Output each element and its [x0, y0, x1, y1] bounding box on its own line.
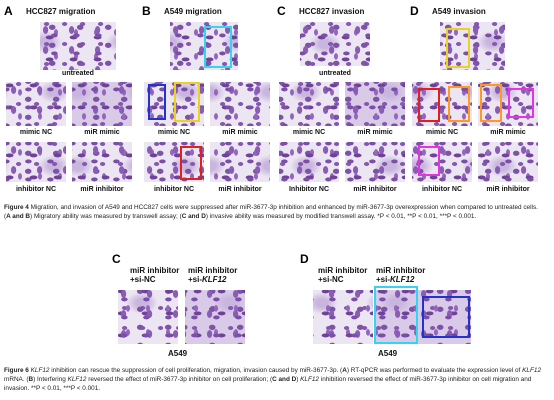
condition-label: +si-NC [318, 275, 344, 284]
caption-run: Figure 6 [4, 367, 31, 374]
panel-letter: C [112, 252, 121, 266]
condition-label: +si-KLF12 [376, 275, 415, 284]
panel-title: A549 invasion [432, 7, 486, 16]
caption-run: KLF12 [522, 367, 542, 374]
micrograph [185, 290, 245, 344]
panel-letter: A [4, 4, 13, 18]
caption-run: reversed the effect of miR-3677-3p inhib… [86, 376, 273, 383]
image-label: untreated [62, 70, 94, 77]
micrograph [210, 142, 270, 182]
panel-letter: C [277, 4, 286, 18]
micrograph [6, 142, 66, 182]
panel-letter: D [300, 252, 309, 266]
highlight-box [508, 88, 534, 118]
caption-run: inhibition can rescue the suppression of… [49, 367, 343, 374]
highlight-box [418, 88, 440, 122]
micrograph [210, 82, 270, 126]
panel-title: A549 migration [164, 7, 222, 16]
condition-label: miR inhibitor [130, 266, 180, 275]
micrograph [313, 290, 373, 344]
panel-title: HCC827 migration [26, 7, 96, 16]
caption-run: Migration, and invasion of A549 and HCC8… [4, 204, 538, 220]
caption-run: ) [296, 376, 301, 383]
panel-title: HCC827 invasion [299, 7, 365, 16]
image-label: inhibitor NC [421, 186, 463, 193]
condition-label: +si-KLF12 [188, 275, 227, 284]
image-label: miR inhibitor [218, 186, 262, 193]
caption-run: KLF12 [30, 367, 50, 374]
micrograph [144, 142, 204, 182]
caption-run: inhibition reversed the effect of miR-36… [4, 376, 532, 392]
highlight-box [418, 146, 440, 176]
caption-run: A and B [6, 213, 31, 220]
cell-line-label: A549 [168, 349, 188, 358]
figure6-caption: Figure 6 KLF12 inhibition can rescue the… [4, 366, 544, 393]
micrograph [440, 22, 505, 70]
micrograph [300, 22, 370, 66]
image-label: inhibitor NC [153, 186, 195, 193]
image-label: inhibitor NC [15, 186, 57, 193]
caption-run: ) Migratory ability was measured by tran… [30, 213, 182, 220]
panel-letter: B [142, 4, 151, 18]
highlight-box [422, 296, 470, 338]
condition-label: +si-NC [130, 275, 156, 284]
image-label: miR inhibitor [486, 186, 530, 193]
highlight-box [204, 26, 232, 68]
figure4-caption: Figure 4 Migration, and invasion of A549… [4, 203, 544, 221]
highlight-box [174, 82, 200, 122]
image-label: mimic NC [292, 129, 326, 136]
gene-name: KLF12 [202, 275, 227, 284]
condition-label: miR inhibitor [318, 266, 368, 275]
caption-run: Figure 4 [4, 204, 29, 211]
caption-run: ) invasive ability was measured by modif… [205, 213, 477, 220]
image-label: mimic NC [425, 129, 459, 136]
micrograph [478, 142, 538, 182]
image-label: miR mimic [490, 129, 526, 136]
cell-line-label: A549 [378, 349, 398, 358]
image-label: miR mimic [222, 129, 258, 136]
caption-run: A [342, 367, 347, 374]
gene-name: KLF12 [390, 275, 415, 284]
micrograph [6, 82, 66, 126]
highlight-box [374, 286, 418, 344]
image-label: untreated [319, 70, 351, 77]
condition-label: miR inhibitor [188, 266, 238, 275]
micrograph [279, 142, 339, 182]
micrograph [345, 142, 405, 182]
highlight-box [148, 84, 166, 120]
micrograph [40, 22, 116, 70]
caption-run: ) RT-qPCR was performed to evaluate the … [346, 367, 523, 374]
caption-run: C and D [181, 213, 206, 220]
image-label: miR mimic [357, 129, 393, 136]
highlight-box [446, 28, 470, 68]
caption-run: mRNA. ( [4, 376, 29, 383]
highlight-box [480, 84, 502, 122]
caption-run: KLF12 [67, 376, 87, 383]
highlight-box [448, 86, 470, 122]
caption-run: ) Interfering [33, 376, 68, 383]
micrograph [72, 82, 132, 126]
image-label: miR inhibitor [353, 186, 397, 193]
caption-run: KLF12 [300, 376, 319, 383]
panel-letter: D [410, 4, 419, 18]
caption-run: B [28, 376, 34, 383]
micrograph [345, 82, 405, 126]
micrograph [279, 82, 339, 126]
image-label: mimic NC [157, 129, 191, 136]
caption-run: C and D [272, 376, 297, 383]
micrograph [72, 142, 132, 182]
highlight-box [180, 146, 202, 180]
image-label: mimic NC [19, 129, 53, 136]
micrograph [118, 290, 178, 344]
condition-label: miR inhibitor [376, 266, 426, 275]
image-label: miR mimic [84, 129, 120, 136]
image-label: Inhibitor NC [288, 186, 330, 193]
image-label: miR inhibitor [80, 186, 124, 193]
